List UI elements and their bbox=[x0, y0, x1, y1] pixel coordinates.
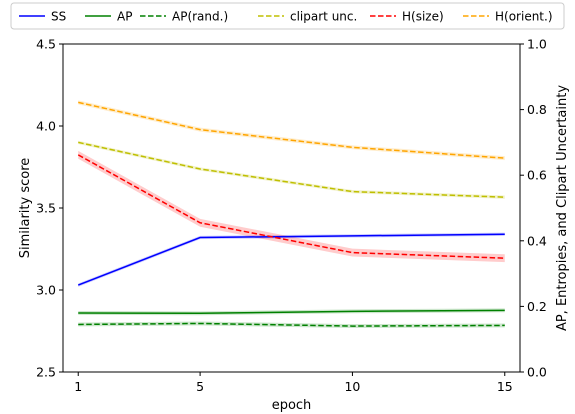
series-line-ap bbox=[78, 309, 505, 315]
y-axis-left: 2.5 3.0 3.5 4.0 4.5 bbox=[36, 37, 63, 380]
legend-label: SS bbox=[51, 10, 66, 24]
legend: SS AP AP(rand.) clipart unc. H(size) H(orient… bbox=[10, 2, 565, 30]
x-tick-label: 1 bbox=[74, 379, 82, 394]
y-tick-label-right: 0.4 bbox=[527, 233, 547, 248]
legend-box bbox=[10, 2, 565, 30]
x-tick-label: 10 bbox=[344, 379, 360, 394]
y-tick-label-right: 0.6 bbox=[527, 168, 547, 183]
y-axis-label-right: AP, Entropies, and Clipart Uncertainty bbox=[555, 85, 570, 331]
legend-label: H(size) bbox=[402, 10, 444, 24]
y-tick-label-right: 0.0 bbox=[527, 365, 547, 380]
y-axis-label-left: Similarity score bbox=[18, 158, 33, 259]
series-line-h-orient bbox=[78, 101, 505, 159]
series-line-ap-rand bbox=[78, 322, 505, 327]
series-line-ss bbox=[77, 233, 505, 286]
legend-label: AP(rand.) bbox=[172, 10, 228, 24]
x-tick-label: 15 bbox=[497, 379, 513, 394]
y-tick-label-left: 3.5 bbox=[36, 201, 56, 216]
legend-label: H(orient.) bbox=[495, 10, 553, 24]
y-tick-label-left: 2.5 bbox=[36, 365, 56, 380]
band-h-orient bbox=[78, 100, 505, 161]
x-axis-label: epoch bbox=[272, 398, 312, 413]
x-axis: 1 5 10 15 bbox=[74, 372, 513, 394]
y-tick-label-left: 4.0 bbox=[36, 119, 56, 134]
y-tick-label-left: 4.5 bbox=[36, 37, 56, 52]
band-h-size bbox=[78, 150, 505, 263]
y-tick-label-right: 0.2 bbox=[527, 299, 547, 314]
series-lines bbox=[77, 101, 505, 327]
y-tick-label-right: 0.8 bbox=[527, 102, 547, 117]
y-tick-label-left: 3.0 bbox=[36, 283, 56, 298]
legend-label: AP bbox=[117, 10, 132, 24]
series-line-clipart-unc bbox=[78, 141, 505, 198]
series-line-h-size bbox=[77, 154, 505, 259]
y-tick-label-right: 1.0 bbox=[527, 37, 547, 52]
legend-label: clipart unc. bbox=[290, 10, 357, 24]
y-axis-right: 0.0 0.2 0.4 0.6 0.8 1.0 bbox=[520, 37, 547, 380]
x-tick-label: 5 bbox=[196, 379, 204, 394]
confidence-bands bbox=[78, 100, 505, 329]
